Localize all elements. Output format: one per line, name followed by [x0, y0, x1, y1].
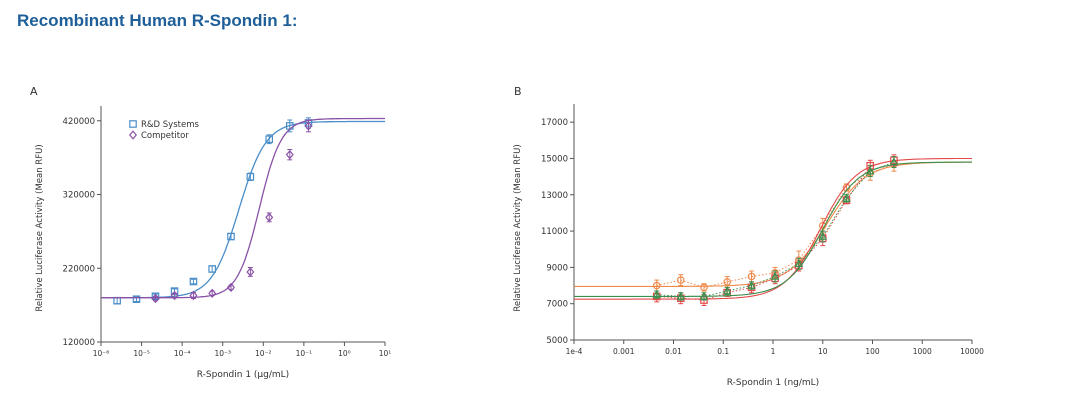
panel-a-y-axis-title: Relative Luciferase Activity (Mean RFU) — [35, 144, 45, 311]
panel-a: A Relative Luciferase Activity (Mean RFU… — [30, 85, 391, 380]
panel-a-plot: 120000 220000 320000 420000 10⁻⁶ 10⁻⁵ 10⁻⁴ 10⁻³… — [63, 106, 392, 358]
data-point — [208, 265, 216, 273]
x-tick-label: 10⁰ — [338, 349, 351, 358]
x-tick-label: 10⁻² — [255, 349, 272, 358]
data-point — [265, 135, 274, 143]
data-point — [889, 157, 899, 166]
series-connector — [656, 159, 895, 301]
panel-a-x-axis-title: R-Spondin 1 (μg/mL) — [197, 370, 289, 380]
data-point — [676, 276, 685, 284]
y-tick-label: 420000 — [63, 117, 95, 127]
y-tick-label: 11000 — [541, 227, 568, 237]
legend-rnd-marker — [129, 120, 137, 128]
x-tick-label: 10⁻³ — [214, 349, 231, 358]
page-title: Recombinant Human R-Spondin 1: — [17, 11, 298, 30]
y-tick-label: 7000 — [546, 300, 568, 310]
y-tick-label: 220000 — [63, 264, 95, 274]
data-point — [227, 282, 235, 293]
data-point — [227, 232, 235, 241]
data-point — [246, 173, 255, 181]
data-point — [652, 289, 661, 298]
data-point — [246, 267, 255, 277]
y-tick-label: 5000 — [546, 336, 568, 346]
legend-competitor-marker — [129, 130, 137, 140]
data-point — [699, 291, 709, 300]
series-fit-curve — [101, 117, 385, 299]
data-point — [723, 285, 732, 295]
data-point — [770, 271, 780, 280]
x-tick-label: 1 — [771, 347, 776, 356]
x-tick-label: 100 — [865, 347, 880, 356]
panel-a-label: A — [30, 85, 38, 98]
data-point — [866, 166, 875, 175]
data-point — [285, 149, 294, 160]
legend-competitor-label: Competitor — [141, 131, 189, 141]
data-point — [747, 272, 756, 281]
x-tick-label: 0.01 — [665, 347, 682, 356]
panel-b-y-axis-title: Relative Luciferase Activity (Mean RFU) — [513, 144, 523, 311]
y-tick-label: 320000 — [63, 191, 95, 201]
x-tick-label: 10¹ — [379, 349, 392, 358]
data-point — [747, 280, 756, 289]
y-tick-label: 13000 — [541, 191, 568, 201]
data-point — [676, 291, 685, 300]
legend-rnd-label: R&D Systems — [141, 120, 199, 130]
x-tick-label: 10⁻⁴ — [174, 349, 191, 358]
data-point — [700, 283, 708, 292]
data-point — [189, 290, 198, 301]
y-tick-label: 9000 — [546, 263, 568, 273]
legend-marker-square — [129, 120, 137, 128]
data-point — [723, 278, 731, 286]
y-tick-label: 15000 — [541, 154, 568, 164]
x-tick-label: 10⁻⁶ — [93, 349, 110, 358]
y-tick-label: 120000 — [63, 338, 95, 348]
data-point — [842, 193, 851, 202]
x-tick-label: 10⁻⁵ — [133, 349, 150, 358]
x-tick-label: 0.001 — [613, 347, 635, 356]
x-tick-label: 10000 — [960, 347, 984, 356]
data-point — [208, 288, 217, 299]
panel-b: B Relative Luciferase Activity (Mean RFU… — [513, 85, 984, 388]
panel-a-legend: R&D Systems Competitor — [129, 120, 199, 141]
series-fit-curve — [101, 120, 385, 299]
panel-b-label: B — [514, 85, 522, 98]
y-tick-label: 17000 — [541, 118, 568, 128]
data-point — [652, 281, 661, 290]
series-connector — [656, 161, 895, 297]
x-tick-label: 10 — [818, 347, 828, 356]
series-fit-curve — [574, 157, 972, 300]
data-point — [818, 231, 827, 240]
x-tick-label: 10⁻¹ — [296, 349, 313, 358]
data-point — [794, 258, 803, 268]
panel-b-x-axis-title: R-Spondin 1 (ng/mL) — [727, 378, 819, 388]
x-tick-label: 0.1 — [717, 347, 729, 356]
data-point — [304, 121, 313, 131]
data-point — [132, 295, 141, 304]
x-tick-label: 1e-4 — [566, 347, 583, 356]
legend-marker-diamond — [129, 130, 137, 140]
data-point — [265, 212, 274, 223]
data-point — [151, 293, 160, 304]
series-fit-curve — [574, 161, 972, 297]
data-point — [170, 290, 179, 301]
x-tick-label: 1000 — [913, 347, 932, 356]
data-point — [189, 277, 198, 286]
